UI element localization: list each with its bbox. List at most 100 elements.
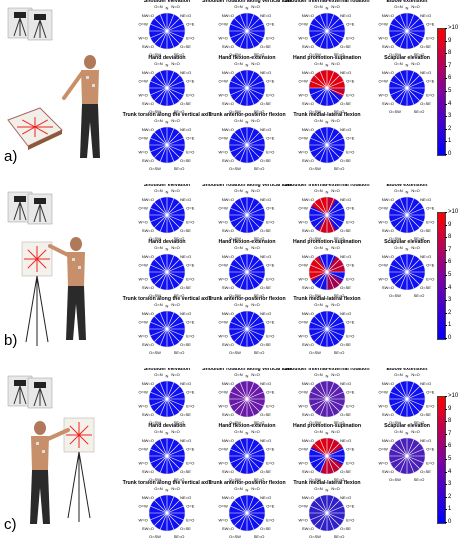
colorbar-tickmark: [445, 408, 447, 410]
chart-spoke: [326, 202, 340, 216]
chart-spoke: [319, 87, 328, 105]
direction-label: N: [166, 63, 169, 68]
chart-spoke: [394, 87, 408, 101]
direction-label: O=W: [299, 21, 308, 26]
chart-spoke: [234, 512, 248, 526]
chart-spoke: [310, 23, 328, 32]
chart-spoke: [406, 87, 424, 96]
colorbar-tick-label: 1: [448, 506, 452, 513]
direction-label: O=SW: [229, 293, 241, 298]
chart-spoke: [239, 71, 248, 89]
direction-label: E=O: [186, 461, 194, 466]
chart-spoke: [326, 455, 335, 473]
direction-label: SW=O: [222, 412, 234, 417]
chart-spoke: [406, 455, 415, 473]
colorbar-gradient: [437, 28, 446, 156]
chart-spoke: [239, 214, 248, 232]
direction-label: N=O: [171, 61, 179, 66]
direction-label: O=E: [186, 262, 194, 267]
direction-label: N=O: [171, 302, 179, 307]
chart-spoke: [150, 207, 168, 216]
colorbar-tick-label: 5: [448, 88, 452, 94]
colorbar: >10 9 8 7 6 5 4 3 2 1 0: [437, 393, 459, 525]
chart-spoke: [399, 87, 408, 105]
chart-spoke: [230, 271, 248, 280]
direction-label: N=O: [331, 372, 339, 377]
direction-label: O=E: [426, 446, 434, 451]
polar-chart: Elbow extension N O=N N=O NW=O NE=O O=W O=E W=O E…: [379, 0, 435, 57]
direction-label: N=O: [331, 188, 339, 193]
direction-label: NW=O: [222, 127, 234, 132]
direction-label: E=O: [266, 334, 274, 339]
chart-spoke: [246, 137, 264, 146]
chart-title: Hand deviation: [148, 239, 185, 245]
direction-label: O=E: [186, 446, 194, 451]
direction-label: O=W: [299, 78, 308, 83]
direction-label: SE=O: [174, 293, 185, 298]
direction-label: SW=O: [382, 285, 394, 290]
colorbar-tick-label: 6: [448, 75, 452, 82]
chart-title: Scapular elevation: [384, 239, 430, 245]
direction-label: O=SW: [229, 477, 241, 482]
chart-spoke: [246, 128, 255, 146]
direction-label: N=O: [251, 372, 259, 377]
chart-spoke: [319, 71, 328, 89]
colorbar-tick-label: 2: [448, 125, 452, 132]
chart-spoke: [406, 14, 415, 32]
chart-spoke: [326, 271, 335, 289]
chart-spoke: [154, 271, 168, 285]
chart-title: Hand deviation: [148, 55, 185, 61]
chart-spoke: [234, 75, 248, 89]
chart-spoke: [166, 264, 184, 273]
direction-label: N: [406, 6, 409, 11]
direction-label: N: [326, 190, 329, 195]
direction-label: NE=O: [260, 254, 271, 259]
direction-label: NE=O: [180, 197, 191, 202]
direction-label: NE=O: [420, 254, 431, 259]
direction-label: SW=O: [222, 469, 234, 474]
chart-spoke: [406, 271, 420, 285]
chart-spoke: [406, 398, 424, 407]
direction-label: SW=O: [302, 412, 314, 417]
direction-label: N=O: [331, 118, 339, 123]
chart-spoke: [246, 14, 255, 32]
chart-spoke: [326, 255, 335, 273]
direction-label: NE=O: [420, 70, 431, 75]
panel-3: c) Shoulder elevation N O=N N=O NW=O NE=O O=W O=…: [0, 368, 460, 550]
chart-spoke: [246, 328, 264, 337]
chart-spoke: [159, 198, 168, 216]
chart-spoke: [246, 271, 264, 280]
direction-label: O=W: [219, 389, 228, 394]
direction-label: SE=O: [254, 166, 265, 171]
direction-label: O=E: [346, 503, 354, 508]
direction-label: O=SW: [389, 293, 401, 298]
polar-chart: Shoulder rotation along vertical axis N O=…: [202, 368, 292, 425]
chart-spoke: [246, 386, 260, 400]
chart-spoke: [326, 30, 344, 39]
chart-spoke: [246, 30, 260, 44]
direction-label: NE=O: [260, 13, 271, 18]
direction-label: O=E: [266, 21, 274, 26]
colorbar-tick-label: 6: [448, 259, 452, 266]
direction-label: SW=O: [382, 412, 394, 417]
direction-label: N=O: [251, 4, 259, 9]
chart-spoke: [246, 87, 260, 101]
direction-label: O=SE: [180, 158, 191, 163]
direction-label: SW=O: [142, 44, 154, 49]
chart-spoke: [326, 214, 344, 223]
polar-chart: Hand promotion-supination N O=N N=O NW=O NE=O…: [293, 239, 361, 298]
direction-label: N=O: [171, 429, 179, 434]
direction-label: N: [166, 488, 169, 493]
direction-label: SW=O: [302, 228, 314, 233]
chart-spoke: [310, 214, 328, 223]
chart-spoke: [150, 80, 168, 89]
chart-spoke: [166, 30, 184, 39]
chart-spoke: [166, 512, 175, 530]
direction-label: O=E: [186, 503, 194, 508]
direction-label: SE=O: [254, 420, 265, 425]
direction-label: N=O: [251, 118, 259, 123]
direction-label: NW=O: [222, 254, 234, 259]
chart-spoke: [154, 512, 168, 526]
colorbar-tick-label: 9: [448, 405, 452, 412]
direction-label: W=O: [299, 518, 308, 523]
